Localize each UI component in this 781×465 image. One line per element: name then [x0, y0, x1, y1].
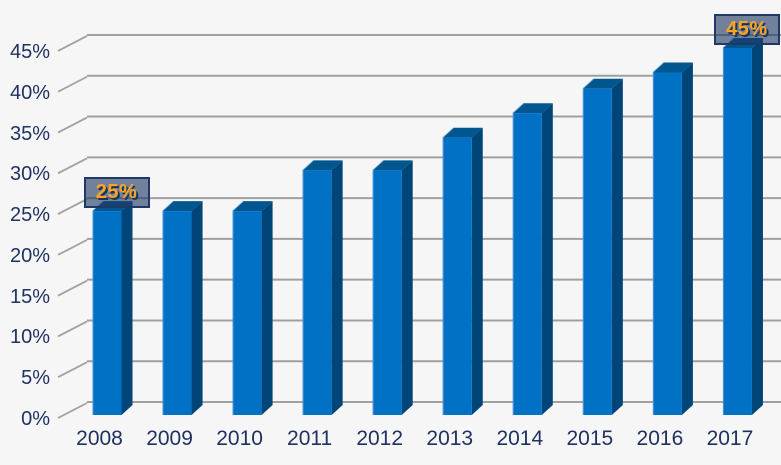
- x-axis-year-label: 2009: [146, 427, 193, 450]
- x-axis-year-label: 2014: [496, 427, 544, 450]
- callout-2008-label: 25%: [95, 181, 138, 204]
- bar-top-edge-highlight: [652, 62, 665, 73]
- callout-2008: 25%: [83, 177, 150, 209]
- bar-front-face: [302, 170, 332, 415]
- y-gridline-connector: [57, 198, 88, 215]
- bar-side-face: [261, 201, 273, 415]
- y-axis-tick-label: 20%: [9, 244, 50, 267]
- x-axis-year-label: 2017: [706, 427, 754, 450]
- bar-side-face: [751, 37, 763, 415]
- x-axis-year-label: 2012: [356, 427, 404, 450]
- bar-top-edge-highlight: [232, 200, 244, 212]
- y-gridline-connector: [57, 320, 88, 338]
- y-gridline-connector: [57, 157, 88, 175]
- bar-top-face: [512, 103, 553, 114]
- bar-2015: [582, 78, 623, 415]
- bar-top-edge-highlight: [302, 159, 314, 171]
- bar-side-face: [541, 103, 553, 415]
- y-gridline-connector: [57, 402, 88, 419]
- y-gridline-connector: [57, 279, 88, 297]
- bar-side-face: [611, 78, 623, 415]
- y-axis-tick-label: 0%: [21, 408, 50, 430]
- bar-top-edge-highlight: [162, 200, 174, 212]
- bar-front-face: [232, 211, 262, 415]
- bar-side-face: [681, 62, 693, 416]
- bar-side-face: [401, 160, 413, 415]
- bar-top-face: [652, 62, 693, 73]
- x-axis-year-label: 2010: [216, 427, 263, 450]
- y-axis-tick-label: 45%: [9, 40, 50, 63]
- y-gridline-connector: [57, 239, 88, 256]
- bar-front-face: [722, 47, 752, 415]
- y-axis-tick-label: 40%: [9, 81, 50, 104]
- bar-front-face: [582, 88, 612, 415]
- bar-2017: [722, 37, 763, 415]
- bar-top-face: [232, 201, 273, 212]
- x-axis-year-label: 2015: [566, 427, 614, 450]
- bar-2014: [512, 102, 553, 415]
- x-axis-year-label: 2016: [636, 427, 684, 450]
- y-axis-tick-label: 10%: [9, 326, 50, 349]
- bar-top-face: [372, 160, 413, 171]
- bar-top-edge-highlight: [442, 127, 455, 139]
- y-axis-tick-label: 25%: [9, 204, 50, 227]
- bar-2013: [442, 127, 483, 416]
- x-axis-year-label: 2008: [76, 427, 123, 450]
- y-gridline-connector: [57, 75, 88, 93]
- bar-top-face: [302, 160, 343, 171]
- bar-top-face: [162, 201, 203, 212]
- bar-side-face: [331, 160, 343, 415]
- bar-top-edge-highlight: [372, 159, 385, 171]
- bar-2012: [372, 159, 413, 415]
- callout-2017: 45%: [713, 13, 780, 45]
- y-axis-tick-label: 5%: [21, 367, 50, 390]
- bar-front-face: [512, 113, 542, 415]
- bar-2008: [92, 200, 133, 415]
- y-axis-tick-label: 30%: [9, 163, 50, 186]
- bar-front-face: [92, 211, 122, 415]
- x-axis-year-label: 2013: [426, 427, 474, 450]
- x-axis-year-label: 2011: [287, 427, 333, 450]
- bar-front-face: [442, 137, 472, 416]
- y-gridline-connector: [57, 116, 88, 134]
- bar-front-face: [162, 211, 192, 415]
- bar-2016: [652, 62, 693, 416]
- bar-side-face: [471, 127, 483, 416]
- bar-top-face: [582, 78, 623, 89]
- bar-top-edge-highlight: [582, 78, 595, 90]
- callout-2017-label: 45%: [726, 17, 768, 40]
- bar-side-face: [191, 201, 203, 415]
- bar-2009: [162, 200, 203, 415]
- bar-2010: [232, 200, 273, 415]
- y-gridline-connector: [57, 361, 88, 379]
- bar-top-face: [442, 127, 483, 138]
- bar-top-edge-highlight: [512, 102, 525, 114]
- y-axis-tick-label: 15%: [9, 285, 50, 308]
- bar-front-face: [372, 170, 402, 415]
- bar-side-face: [121, 201, 133, 415]
- y-gridline-connector: [57, 35, 88, 52]
- bar-front-face: [652, 72, 682, 415]
- y-axis-tick-label: 35%: [9, 122, 50, 145]
- bar-2011: [302, 159, 343, 415]
